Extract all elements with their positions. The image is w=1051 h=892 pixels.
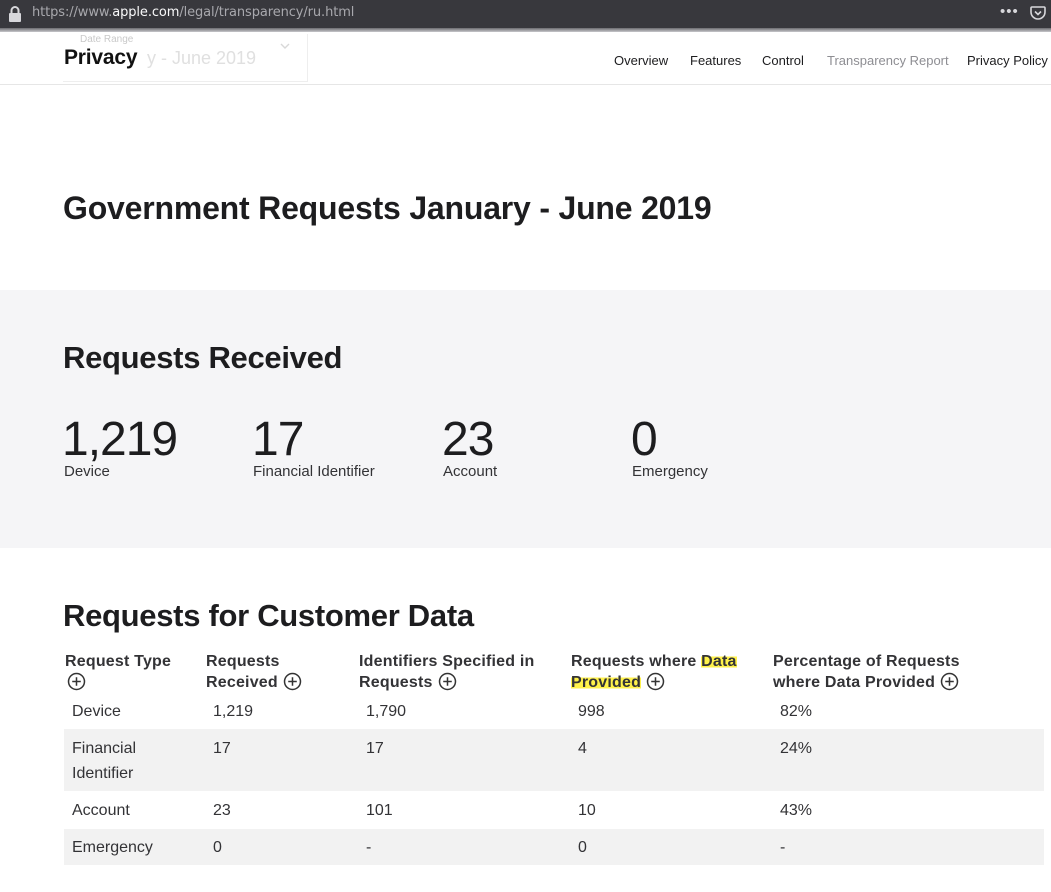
expand-plus-icon[interactable] [67, 672, 86, 691]
cell-provided: 4 [578, 740, 587, 757]
cell-received: 23 [213, 802, 231, 819]
chevron-down-icon [280, 43, 290, 49]
nav-features[interactable]: Features [690, 53, 742, 68]
nav-control[interactable]: Control [762, 53, 804, 68]
cell-percentage: 24% [780, 740, 813, 757]
expand-plus-icon[interactable] [940, 672, 959, 691]
requests-received-title: Requests Received [63, 340, 343, 375]
header-identifiers-line1: Identifiers Specified in [359, 653, 535, 670]
header-request-type: Request Type [65, 651, 195, 693]
browser-url-bar[interactable]: https://www.apple.com/legal/transparency… [0, 0, 1051, 28]
cell-percentage: 43% [780, 802, 813, 819]
table-row-stripe [64, 829, 1044, 865]
table-row-stripe [64, 729, 1044, 791]
date-range-label: Date Range [80, 34, 134, 45]
url-prefix: https://www. [32, 5, 113, 20]
highlighted-text: Data [701, 653, 737, 670]
stat-financial-value: 17 [252, 413, 304, 466]
stat-device-label: Device [64, 463, 110, 480]
stat-financial-label: Financial Identifier [253, 463, 375, 480]
cell-identifiers: 101 [366, 802, 393, 819]
expand-plus-icon[interactable] [283, 672, 302, 691]
header-requests-received: Requests Received [206, 651, 346, 693]
expand-plus-icon[interactable] [646, 672, 665, 691]
local-nav: Date Range y - June 2019 Privacy Overvie… [0, 32, 1051, 85]
stat-account-value: 23 [442, 413, 494, 466]
page-actions-menu-icon[interactable]: ••• [1000, 3, 1019, 20]
header-request-type-line1: Request Type [65, 653, 172, 670]
cell-type: Account [72, 802, 130, 819]
header-percentage: Percentage of Requests where Data Provid… [773, 651, 1003, 693]
stat-emergency-label: Emergency [632, 463, 708, 480]
header-percentage-line1: Percentage of Requests [773, 653, 960, 670]
url-host: apple.com [112, 5, 180, 20]
cell-type-line2: Identifier [72, 765, 134, 782]
cell-type: Financial [72, 740, 137, 757]
date-range-value: y - June 2019 [147, 48, 257, 68]
cell-provided: 998 [578, 703, 605, 720]
header-data-provided-line2: Provided [571, 674, 642, 691]
cell-identifiers: - [366, 839, 372, 856]
url-text[interactable]: https://www.apple.com/legal/transparency… [32, 5, 354, 20]
nav-overview[interactable]: Overview [614, 53, 669, 68]
requests-received-section [0, 290, 1051, 548]
pocket-icon[interactable] [1030, 5, 1046, 21]
header-requests-received-line2: Received [206, 674, 278, 691]
cell-received: 17 [213, 740, 231, 757]
toolbar-shadow [0, 28, 1051, 32]
cell-type: Emergency [72, 839, 153, 856]
stat-device-value: 1,219 [62, 413, 178, 466]
header-percentage-line2: where Data Provided [773, 674, 936, 691]
cell-percentage: - [780, 839, 786, 856]
date-range-picker-ghost: Date Range y - June 2019 [63, 34, 308, 82]
url-path: /legal/transparency/ru.html [179, 5, 355, 20]
cell-provided: 10 [578, 802, 596, 819]
customer-data-title: Requests for Customer Data [63, 598, 474, 633]
page-title: Government Requests January - June 2019 [63, 190, 712, 226]
stat-emergency-value: 0 [631, 413, 658, 466]
cell-type: Device [72, 703, 121, 720]
cell-provided: 0 [578, 839, 587, 856]
expand-plus-icon[interactable] [438, 672, 457, 691]
header-data-provided: Requests where Data Provided [571, 651, 766, 693]
header-identifiers: Identifiers Specified in Requests [359, 651, 564, 693]
nav-transparency-report[interactable]: Transparency Report [827, 53, 949, 68]
stat-account-label: Account [443, 463, 498, 480]
header-requests-received-line1: Requests [206, 653, 280, 670]
lock-icon [9, 6, 21, 22]
cell-percentage: 82% [780, 703, 813, 720]
header-identifiers-line2: Requests [359, 674, 433, 691]
cell-received: 0 [213, 839, 222, 856]
nav-privacy-policy[interactable]: Privacy Policy [967, 53, 1048, 68]
cell-received: 1,219 [213, 703, 254, 720]
cell-identifiers: 17 [366, 740, 384, 757]
cell-identifiers: 1,790 [366, 703, 407, 720]
header-data-provided-line1: Requests where [571, 653, 702, 670]
privacy-brand-link[interactable]: Privacy [64, 46, 138, 69]
